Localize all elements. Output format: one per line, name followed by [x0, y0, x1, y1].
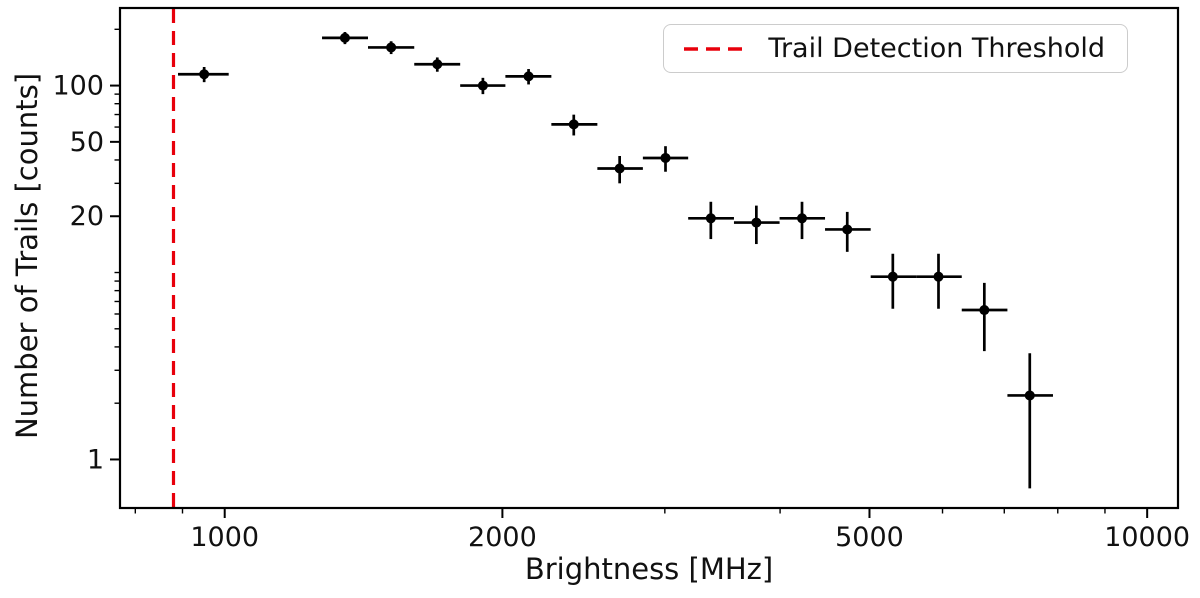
x-tick-label: 10000	[1104, 522, 1190, 553]
data-point	[614, 163, 625, 174]
data-point	[432, 59, 443, 70]
y-tick-label: 50	[70, 127, 104, 158]
data-point	[887, 271, 898, 282]
data-point	[979, 305, 990, 316]
x-axis-label: Brightness [MHz]	[524, 552, 774, 586]
x-tick-label: 1000	[190, 522, 259, 553]
data-point	[386, 42, 397, 53]
data-point	[797, 213, 808, 224]
plot-spines	[118, 6, 1180, 510]
y-tick-label: 100	[52, 71, 104, 102]
data-point	[568, 119, 579, 130]
data-point	[477, 80, 488, 91]
y-tick-label: 1	[87, 444, 104, 475]
x-tick-label: 2000	[468, 522, 537, 553]
legend-entry-label: Trail Detection Threshold	[768, 33, 1105, 64]
x-tick-label: 5000	[835, 522, 904, 553]
threshold-dashed-line-icon	[684, 46, 749, 51]
data-point	[660, 152, 671, 163]
data-point	[705, 213, 716, 224]
data-point	[1024, 390, 1035, 401]
data-point	[199, 69, 210, 80]
data-point	[842, 224, 853, 235]
y-tick-label: 20	[70, 201, 104, 232]
data-point	[339, 32, 350, 43]
data-point	[523, 71, 534, 82]
legend: Trail Detection Threshold	[663, 24, 1128, 73]
data-point	[933, 271, 944, 282]
data-point	[751, 217, 762, 228]
y-axis-label: Number of Trails [counts]	[10, 72, 44, 440]
